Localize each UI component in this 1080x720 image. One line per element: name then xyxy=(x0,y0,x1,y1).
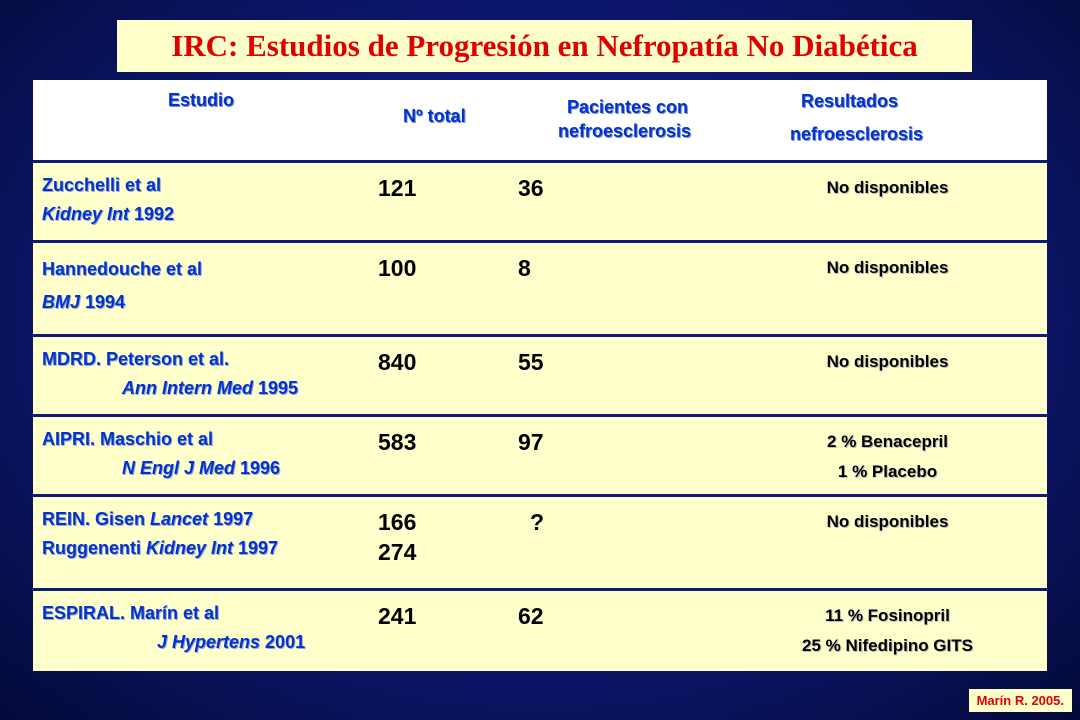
table-header: Estudio Nº total Pacientes con nefroescl… xyxy=(33,80,1047,163)
pacientes-cell: 62 xyxy=(518,591,728,671)
study-cell: AIPRI. Maschio et al N Engl J Med 1996 xyxy=(33,417,378,494)
n-total-cell: 100 xyxy=(378,243,518,334)
pacientes-value: 62 xyxy=(518,603,544,629)
study-authors: REIN. Gisen Lancet 1997 xyxy=(42,505,378,534)
pacientes-value: 55 xyxy=(518,349,544,375)
table-row: AIPRI. Maschio et al N Engl J Med 1996 5… xyxy=(33,417,1047,497)
n-total-cell: 840 xyxy=(378,337,518,414)
n-total-cell: 121 xyxy=(378,163,518,240)
resultados-line1: No disponibles xyxy=(826,258,949,277)
pacientes-value: 8 xyxy=(518,255,531,281)
pacientes-value: 36 xyxy=(518,175,544,201)
study-journal: Lancet xyxy=(150,509,209,529)
study-authors: AIPRI. Maschio et al xyxy=(42,429,214,449)
resultados-cell: No disponibles xyxy=(728,243,1047,334)
study-citation: Ruggenenti Kidney Int 1997 xyxy=(42,534,378,563)
study-cell: Zucchelli et al Kidney Int 1992 xyxy=(33,163,378,240)
resultados-line1: No disponibles xyxy=(826,512,949,531)
n-total-value: 583 xyxy=(378,429,417,455)
study-cell: Hannedouche et al BMJ 1994 xyxy=(33,243,378,334)
study-authors-name-2: Ruggenenti xyxy=(42,538,146,558)
pacientes-value: ? xyxy=(530,509,545,535)
pacientes-cell: ? xyxy=(518,497,728,588)
header-n-total-label: Nº total xyxy=(403,106,466,126)
table-row: ESPIRAL. Marín et al J Hypertens 2001 24… xyxy=(33,591,1047,671)
study-authors-name: REIN. Gisen xyxy=(42,509,151,529)
study-year: 1994 xyxy=(80,292,126,312)
resultados-cell: 2 % Benacepril 1 % Placebo xyxy=(728,417,1047,494)
n-total-cell: 241 xyxy=(378,591,518,671)
study-journal: J Hypertens xyxy=(157,632,261,652)
resultados-cell: No disponibles xyxy=(728,337,1047,414)
study-cell: MDRD. Peterson et al. Ann Intern Med 199… xyxy=(33,337,378,414)
study-authors: Hannedouche et al xyxy=(42,259,203,279)
n-total-value: 840 xyxy=(378,349,417,375)
credit-badge: Marín R. 2005. xyxy=(968,689,1072,712)
table-row: Zucchelli et al Kidney Int 1992 121 36 N… xyxy=(33,163,1047,243)
study-authors: MDRD. Peterson et al. xyxy=(42,349,230,369)
studies-table: Estudio Nº total Pacientes con nefroescl… xyxy=(33,80,1047,671)
resultados-line2: 25 % Nifedipino GITS xyxy=(802,636,973,655)
study-citation: N Engl J Med 1996 xyxy=(42,454,378,483)
study-journal: Kidney Int xyxy=(42,204,130,224)
resultados-cell: 11 % Fosinopril 25 % Nifedipino GITS xyxy=(728,591,1047,671)
header-pacientes-line2: nefroesclerosis xyxy=(558,121,692,141)
study-citation: Ann Intern Med 1995 xyxy=(42,374,378,403)
n-total-value: 121 xyxy=(378,175,417,201)
table-row: Hannedouche et al BMJ 1994 100 8 No disp… xyxy=(33,243,1047,337)
pacientes-cell: 8 xyxy=(518,243,728,334)
resultados-line1: 11 % Fosinopril xyxy=(825,606,950,625)
study-authors: Zucchelli et al xyxy=(42,175,162,195)
header-resultados-line1: Resultados xyxy=(801,91,899,111)
header-n-total: Nº total xyxy=(378,80,518,160)
n-total-value: 166 xyxy=(378,509,417,535)
table-row: MDRD. Peterson et al. Ann Intern Med 199… xyxy=(33,337,1047,417)
n-total-value: 100 xyxy=(378,255,417,281)
n-total-cell: 583 xyxy=(378,417,518,494)
study-journal-2: Kidney Int xyxy=(146,538,234,558)
study-year: 1997 xyxy=(208,509,254,529)
study-journal: BMJ xyxy=(42,292,81,312)
header-resultados-line2: nefroesclerosis xyxy=(790,124,924,144)
study-cell: REIN. Gisen Lancet 1997 Ruggenenti Kidne… xyxy=(33,497,378,588)
resultados-line1: 2 % Benacepril xyxy=(827,432,948,451)
study-journal: N Engl J Med xyxy=(122,458,236,478)
study-cell: ESPIRAL. Marín et al J Hypertens 2001 xyxy=(33,591,378,671)
pacientes-value: 97 xyxy=(518,429,544,455)
n-total-value: 241 xyxy=(378,603,417,629)
n-total-cell: 166 274 xyxy=(378,497,518,588)
pacientes-cell: 36 xyxy=(518,163,728,240)
study-year: 2001 xyxy=(260,632,306,652)
resultados-cell: No disponibles xyxy=(728,163,1047,240)
title-box: IRC: Estudios de Progresión en Nefropatí… xyxy=(117,20,972,72)
study-citation: Kidney Int 1992 xyxy=(42,200,378,229)
header-pacientes: Pacientes con nefroesclerosis xyxy=(518,80,728,160)
pacientes-cell: 97 xyxy=(518,417,728,494)
header-resultados: Resultados nefroesclerosis xyxy=(728,80,1047,160)
n-total-value-2: 274 xyxy=(378,539,417,565)
study-citation: BMJ 1994 xyxy=(42,288,378,317)
resultados-cell: No disponibles xyxy=(728,497,1047,588)
page-title: IRC: Estudios de Progresión en Nefropatí… xyxy=(171,28,918,63)
resultados-line2: 1 % Placebo xyxy=(837,462,938,481)
study-year: 1995 xyxy=(253,378,299,398)
header-pacientes-line1: Pacientes con xyxy=(567,97,689,117)
resultados-line1: No disponibles xyxy=(826,178,949,197)
study-citation: J Hypertens 2001 xyxy=(42,628,378,657)
header-estudio-label: Estudio xyxy=(168,90,234,110)
header-estudio: Estudio xyxy=(33,80,378,160)
study-year-2: 1997 xyxy=(233,538,279,558)
resultados-line1: No disponibles xyxy=(826,352,949,371)
study-authors: ESPIRAL. Marín et al xyxy=(42,603,220,623)
study-year: 1992 xyxy=(129,204,175,224)
pacientes-cell: 55 xyxy=(518,337,728,414)
table-row: REIN. Gisen Lancet 1997 Ruggenenti Kidne… xyxy=(33,497,1047,591)
study-journal: Ann Intern Med xyxy=(122,378,253,398)
study-year: 1996 xyxy=(235,458,281,478)
